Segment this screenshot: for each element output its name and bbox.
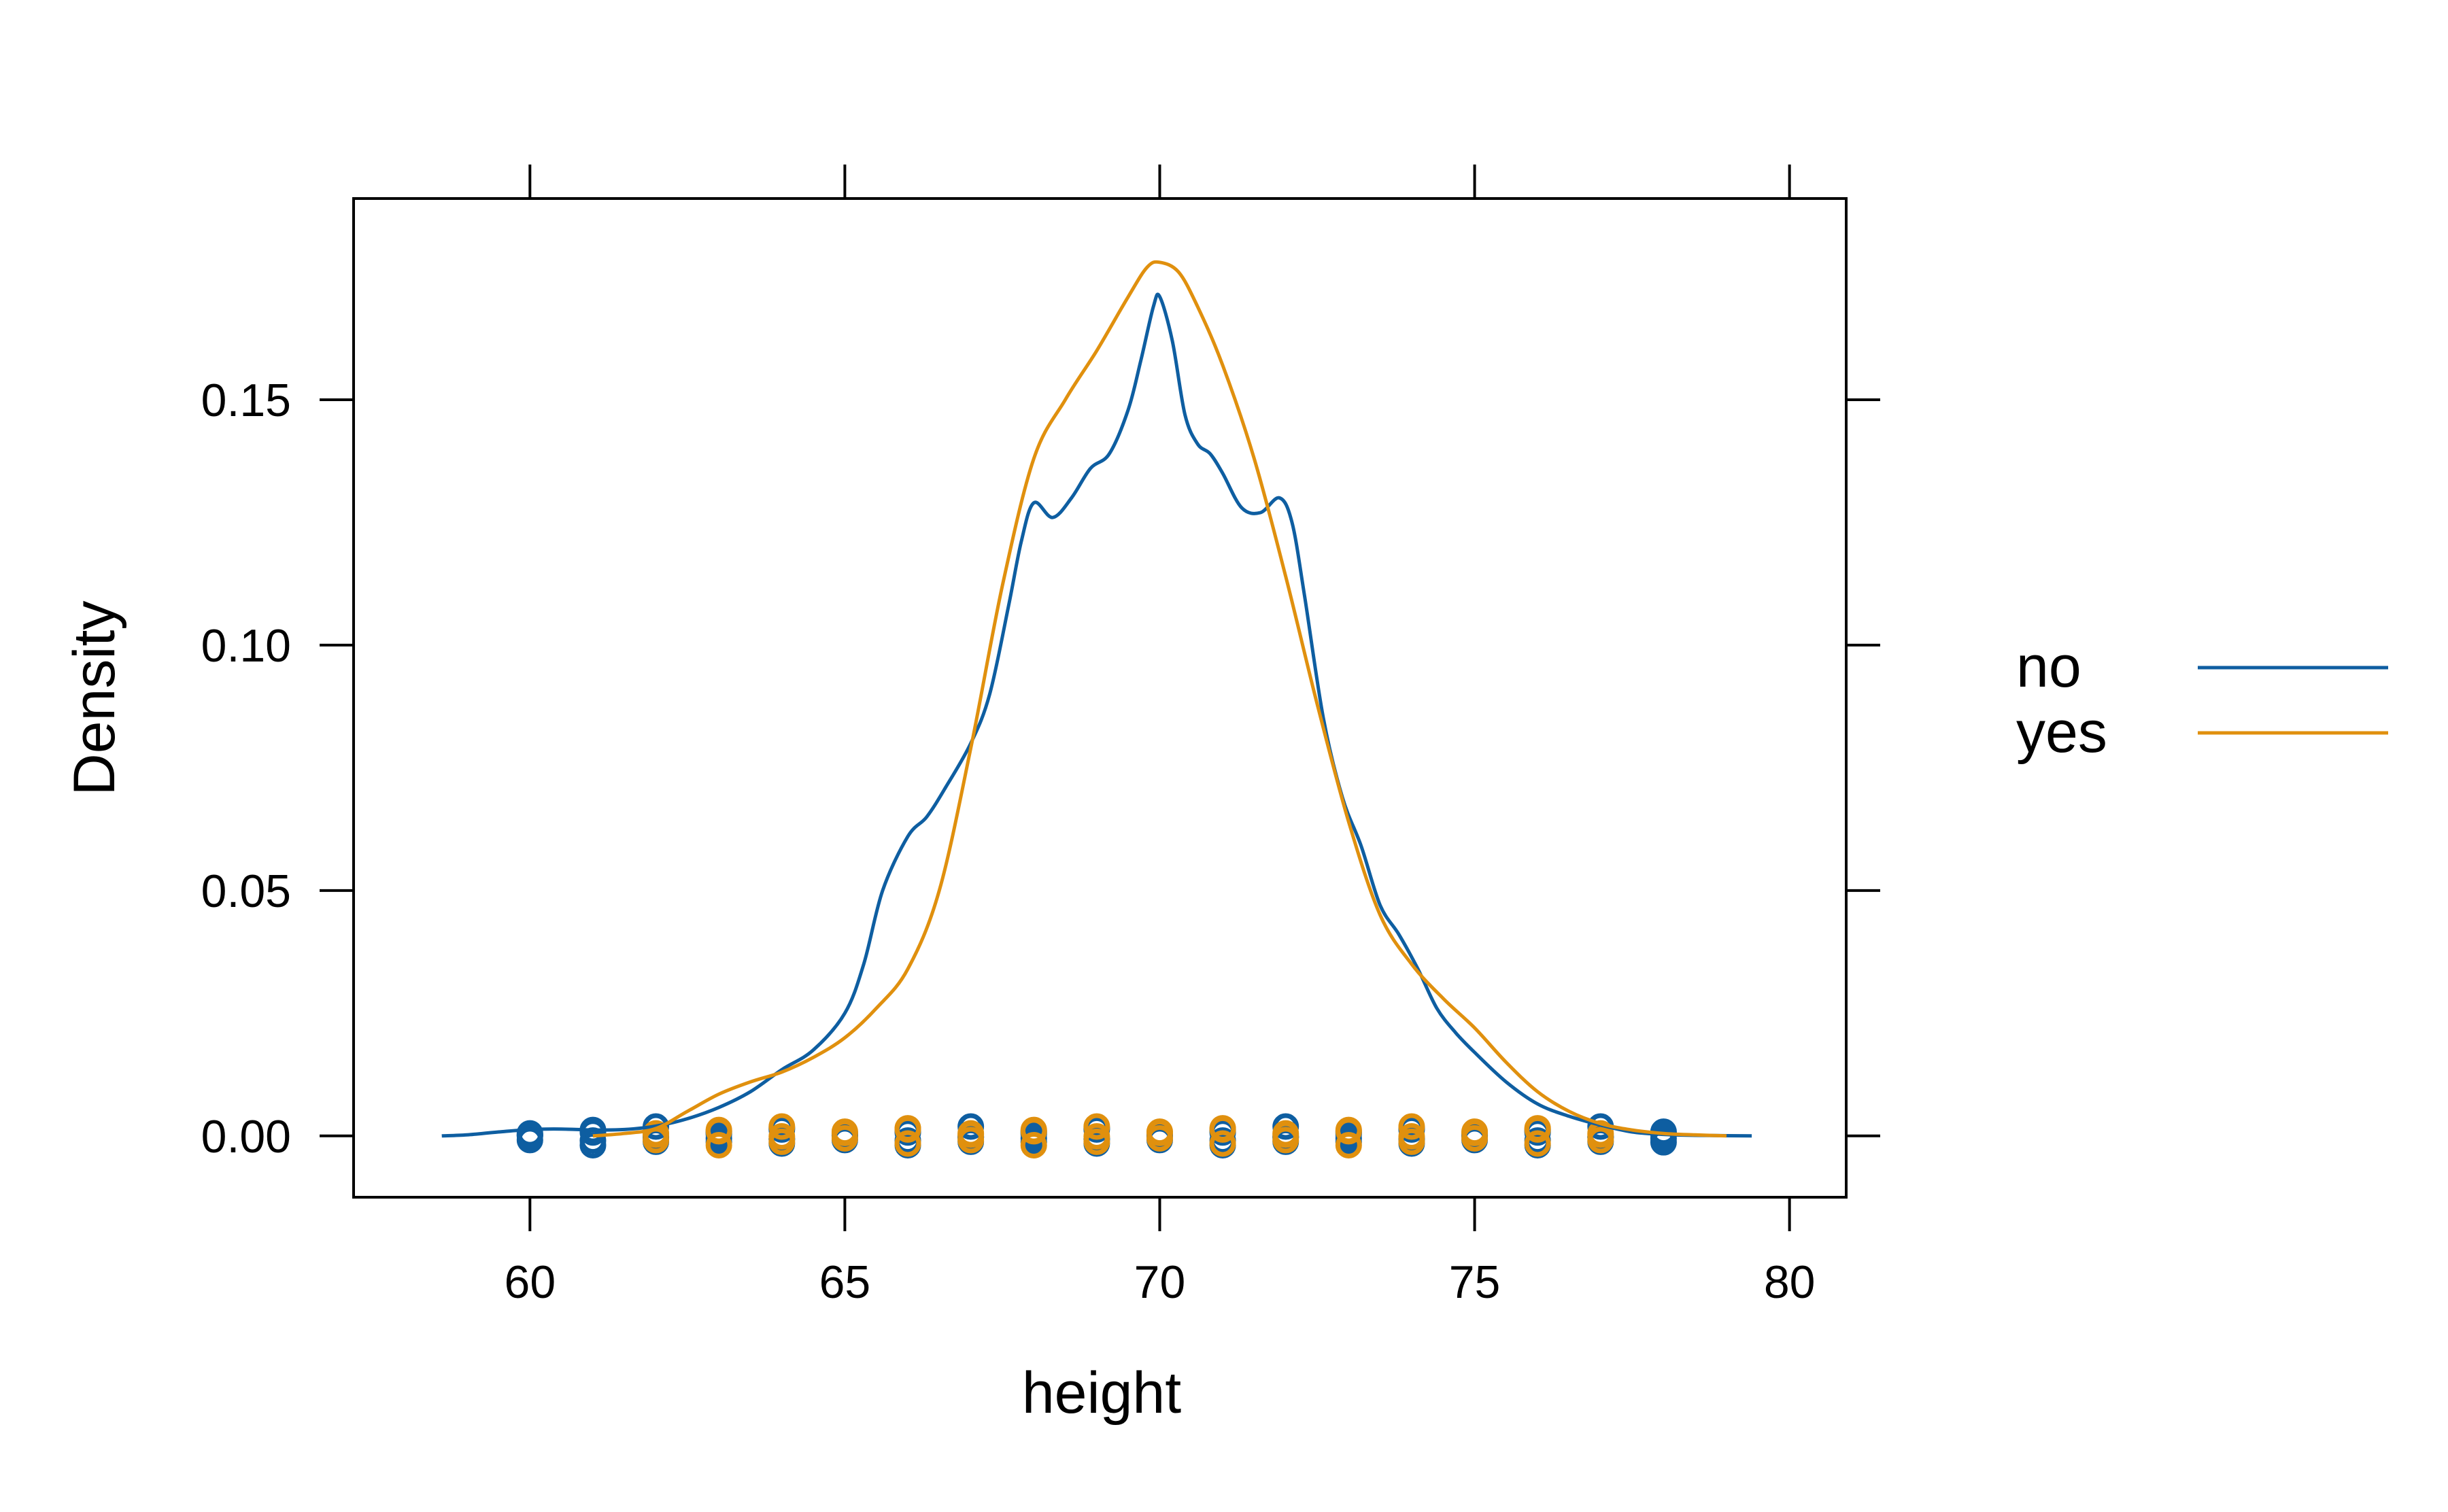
point-yes: [1083, 1122, 1110, 1150]
point-yes: [643, 1121, 670, 1148]
y-tick-label: 0.00: [201, 1111, 291, 1163]
point-yes: [1209, 1130, 1236, 1157]
y-tick-label: 0.05: [201, 865, 291, 917]
point-yes: [1335, 1118, 1362, 1145]
point-no: [1650, 1129, 1677, 1156]
point-yes: [705, 1118, 732, 1145]
plot-frame: [352, 197, 1848, 1199]
data-points: [516, 1113, 1677, 1158]
y-tick-label: 0.15: [201, 375, 291, 426]
x-tick-label: 60: [505, 1256, 556, 1308]
point-no: [516, 1122, 543, 1150]
point-yes: [768, 1122, 796, 1150]
point-yes: [831, 1119, 858, 1146]
point-no: [579, 1119, 607, 1146]
x-tick-label: 80: [1764, 1256, 1816, 1308]
y-axis-label: Density: [62, 601, 127, 796]
x-tick-label: 65: [819, 1256, 871, 1308]
point-yes: [1335, 1131, 1362, 1158]
density-line-no: [441, 292, 1752, 1138]
point-yes: [894, 1116, 921, 1143]
density-curves: [441, 260, 1752, 1138]
legend-label-no: no: [2016, 634, 2081, 700]
x-axis-top: [528, 165, 1791, 199]
point-yes: [1020, 1118, 1047, 1145]
point-yes: [1398, 1113, 1425, 1140]
point-yes: [1524, 1130, 1551, 1157]
point-yes: [957, 1121, 985, 1148]
point-yes: [1398, 1122, 1425, 1150]
density-line-yes: [592, 260, 1727, 1138]
x-tick-label: 70: [1134, 1256, 1186, 1308]
legend-label-yes: yes: [2016, 700, 2107, 765]
point-yes: [1272, 1121, 1299, 1148]
y-tick-label: 0.10: [201, 620, 291, 672]
y-axis-left: 0.00 0.05 0.10 0.15: [201, 375, 354, 1163]
y-axis-right: [1846, 398, 1880, 1137]
point-yes: [1461, 1119, 1489, 1146]
point-yes: [1524, 1116, 1551, 1143]
point-yes: [768, 1113, 796, 1140]
point-yes: [1020, 1131, 1047, 1158]
point-yes: [1146, 1119, 1173, 1146]
x-axis-bottom: 60 65 70 75 80: [505, 1197, 1816, 1308]
point-yes: [1209, 1116, 1236, 1143]
point-yes: [705, 1131, 732, 1158]
point-yes: [1083, 1113, 1110, 1140]
point-yes: [894, 1130, 921, 1157]
x-axis-label: height: [1022, 1360, 1181, 1426]
x-tick-label: 75: [1449, 1256, 1501, 1308]
